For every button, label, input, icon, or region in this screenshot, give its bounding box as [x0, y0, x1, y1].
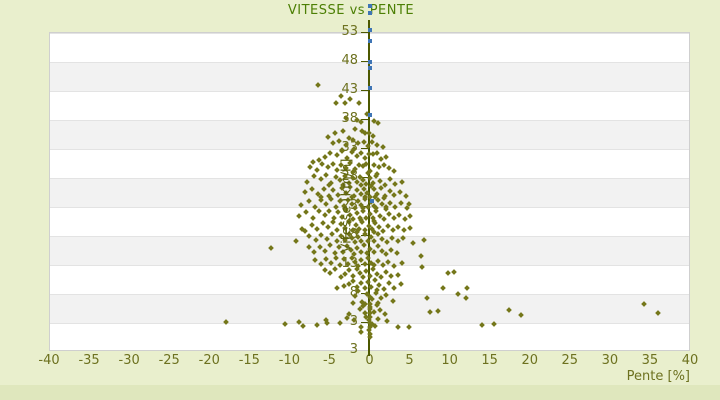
y-tick-label: 8 — [324, 286, 358, 300]
x-tick-label: -20 — [198, 353, 220, 368]
x-tick-label: 25 — [561, 353, 579, 368]
x-tick-label: 40 — [681, 353, 699, 368]
y-tick-mark — [361, 119, 369, 120]
scatter-point-blue — [367, 65, 372, 70]
x-tick-label: 35 — [641, 353, 659, 368]
x-tick-label: -15 — [238, 353, 260, 368]
x-axis-title: Pente [%] — [626, 369, 690, 384]
x-tick-label: -40 — [38, 353, 60, 368]
y-tick-label: 43 — [341, 82, 358, 97]
x-tick-label: -10 — [278, 353, 300, 368]
y-tick-mark — [361, 148, 369, 149]
y-axis-bottom-label: 3 — [349, 342, 358, 357]
x-tick-label: -5 — [322, 353, 336, 368]
bottom-strip — [0, 385, 720, 400]
scatter-point-blue — [367, 112, 372, 117]
y-tick-mark — [361, 61, 369, 62]
x-tick-label: 5 — [405, 353, 414, 368]
y-tick-label: 53 — [341, 24, 358, 39]
y-tick-label: 38 — [341, 111, 358, 126]
y-axis-line — [368, 20, 370, 356]
y-tick-mark — [361, 177, 369, 178]
x-tick-label: 20 — [521, 353, 539, 368]
scatter-point-blue — [367, 11, 372, 16]
y-tick-label: 48 — [341, 53, 358, 68]
x-tick-label: 0 — [365, 353, 374, 368]
scatter-point-blue — [367, 60, 372, 65]
chart-title: VITESSE vs PENTE — [287, 3, 415, 18]
scatter-point-blue — [367, 27, 372, 32]
scatter-point-blue — [367, 4, 372, 9]
scatter-point-blue — [369, 198, 374, 203]
x-tick-label: -25 — [158, 353, 180, 368]
y-tick-mark — [361, 90, 369, 91]
y-tick-mark — [361, 32, 369, 33]
x-tick-label: -35 — [78, 353, 100, 368]
x-tick-label: 15 — [481, 353, 498, 368]
scatter-point-blue — [367, 85, 372, 90]
x-tick-label: 10 — [441, 353, 458, 368]
y-tick-mark — [361, 322, 369, 323]
y-axis-title: Vitesse [km/h] — [339, 158, 355, 253]
x-tick-label: -30 — [118, 353, 140, 368]
scatter-point-blue — [367, 38, 372, 43]
x-tick-label: 30 — [601, 353, 619, 368]
